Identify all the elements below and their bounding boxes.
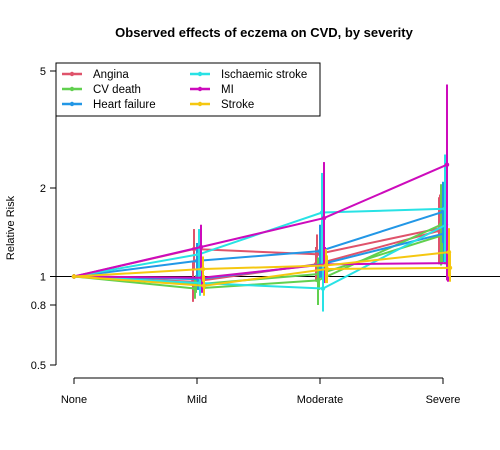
legend-label: MI <box>221 84 234 96</box>
legend-marker <box>69 71 75 77</box>
legend-marker <box>197 86 203 92</box>
data-point <box>198 244 204 250</box>
legend-marker <box>197 71 203 77</box>
chart-title: Observed effects of eczema on CVD, by se… <box>115 25 413 40</box>
series-line <box>73 266 451 287</box>
data-point <box>200 266 206 272</box>
y-axis-label: Relative Risk <box>5 195 17 260</box>
x-tick-label: None <box>61 394 87 406</box>
legend: Angina CV death Heart failure Ischaemic str… <box>55 62 321 117</box>
legend-box <box>55 62 321 117</box>
y-tick-label: 5 <box>40 66 46 78</box>
series-line <box>73 251 450 278</box>
series-line <box>73 223 447 290</box>
legend-marker <box>69 101 75 107</box>
legend-label: Angina <box>93 69 129 81</box>
series-line <box>73 223 442 290</box>
data-point <box>447 265 453 271</box>
y-tick-label: 2 <box>40 183 46 195</box>
data-point <box>71 274 77 279</box>
legend-marker <box>197 101 203 107</box>
legend-label: Heart failure <box>93 99 156 111</box>
series-line <box>73 210 444 278</box>
legend-label: Stroke <box>221 99 254 111</box>
data-point <box>201 283 207 288</box>
plot-area: 0.5 0.8 1 2 5 None Mild Moderate Severe <box>31 66 500 406</box>
data-point <box>321 215 327 221</box>
legend-marker <box>69 86 75 92</box>
series-line <box>73 207 446 278</box>
x-tick-label: Severe <box>426 394 461 406</box>
series-line <box>73 163 448 278</box>
data-point <box>444 162 450 167</box>
y-tick-label: 0.8 <box>31 300 46 312</box>
data-point <box>314 252 320 257</box>
y-tick-label: 0.5 <box>31 360 46 372</box>
data-point <box>320 286 326 291</box>
series-line <box>73 262 449 279</box>
x-tick-label: Moderate <box>297 394 343 406</box>
x-tick-label: Mild <box>187 394 207 406</box>
legend-label: Ischaemic stroke <box>221 69 307 81</box>
y-tick-label: 1 <box>40 271 46 283</box>
data-point <box>324 266 330 272</box>
legend-label: CV death <box>93 84 141 96</box>
